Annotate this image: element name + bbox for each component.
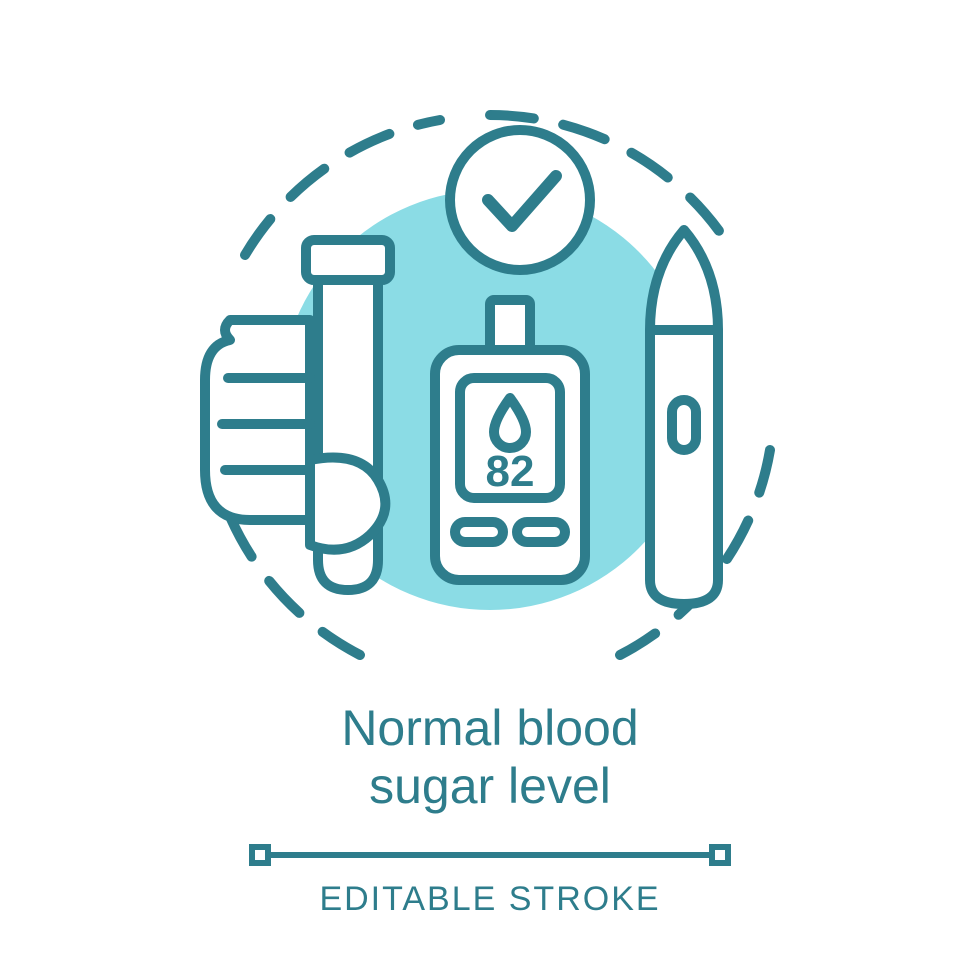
blood-sugar-illustration: 82 — [0, 0, 980, 700]
checkmark-icon — [450, 130, 590, 270]
caption: EDITABLE STROKE — [0, 880, 980, 919]
lancet-pen-icon — [650, 230, 718, 604]
hand-test-tube-icon — [205, 240, 390, 590]
infographic-stage: 82 Normal blood sugar level EDITABLE STR… — [0, 0, 980, 980]
title: Normal blood sugar level — [0, 700, 980, 815]
title-line2: sugar level — [0, 758, 980, 816]
divider-line-icon — [0, 835, 980, 875]
title-line1: Normal blood — [0, 700, 980, 758]
glucometer-reading: 82 — [486, 447, 535, 496]
